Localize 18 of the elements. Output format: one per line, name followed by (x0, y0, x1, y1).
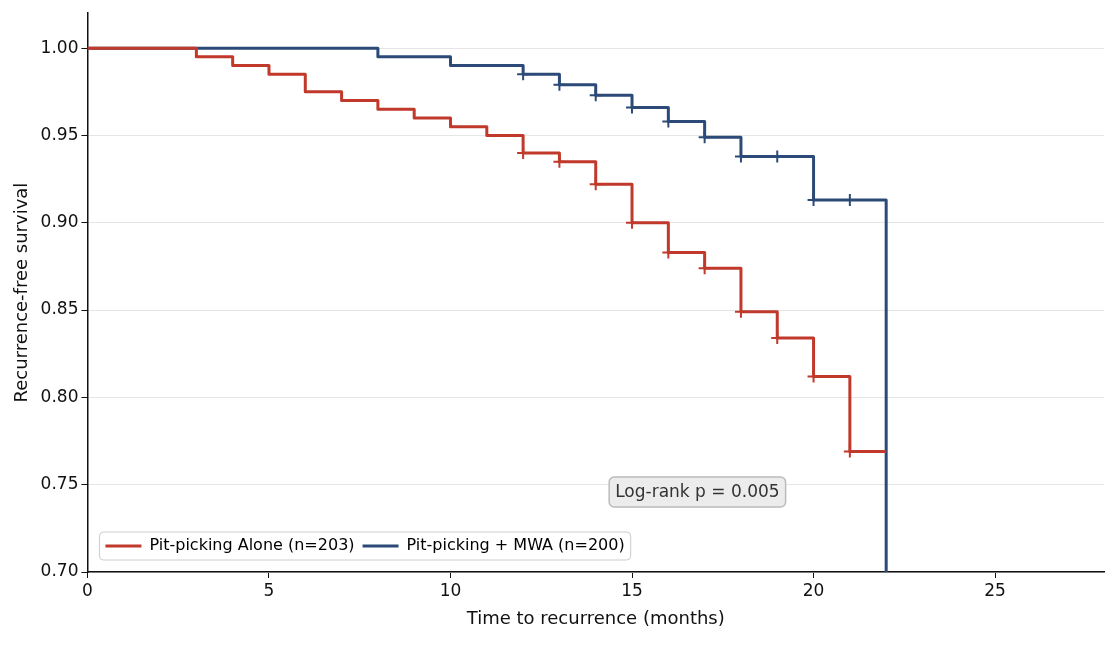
y-tick-label: 0.80 (40, 385, 79, 406)
y-tick-label: 0.70 (40, 560, 79, 581)
x-tick-label: 25 (984, 579, 1006, 600)
y-tick-label: 0.95 (40, 123, 79, 144)
legend-label: Pit-picking Alone (n=203) (149, 535, 355, 555)
annotation: Log-rank p = 0.005 (615, 481, 780, 502)
y-tick-label: 0.75 (40, 473, 79, 494)
x-tick-label: 0 (82, 579, 93, 600)
x-tick-label: 5 (263, 579, 275, 600)
y-axis-title: Recurrence-free survival (10, 182, 32, 403)
y-tick-label: 0.90 (40, 211, 79, 232)
y-tick-label: 0.85 (40, 298, 79, 319)
y-tick-label: 1.00 (40, 36, 79, 57)
legend-label: Pit-picking + MWA (n=200) (406, 535, 625, 555)
x-tick-label: 20 (802, 579, 825, 600)
x-tick-label: 10 (439, 579, 462, 600)
x-axis-title: Time to recurrence (months) (465, 606, 725, 628)
x-tick-label: 15 (621, 579, 643, 600)
